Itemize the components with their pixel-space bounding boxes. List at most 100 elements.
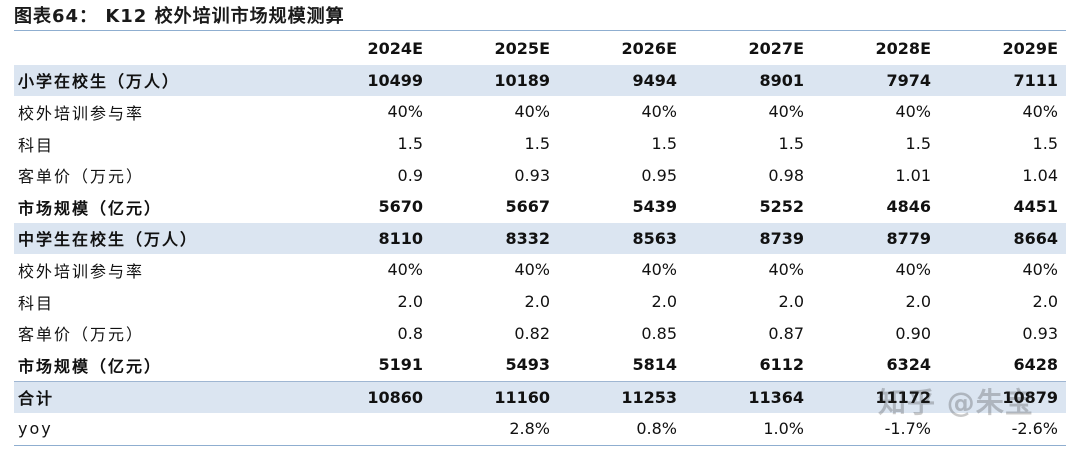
row-label: 科目 — [18, 135, 55, 155]
row-label: 科目 — [18, 293, 55, 313]
table-cell: 1.04 — [1022, 165, 1058, 185]
table-row: 市场规模（亿元） 5191 5493 5814 6112 6324 6428 — [14, 349, 1066, 381]
table-cell: 5191 — [378, 355, 423, 375]
table-cell: 0.93 — [514, 165, 550, 185]
table-cell: 1.5 — [1032, 134, 1058, 154]
table-cell: 2.0 — [778, 292, 804, 312]
table-cell: 10879 — [939, 380, 1066, 414]
table-cell: 40% — [768, 260, 804, 280]
table-cell: 6112 — [759, 355, 804, 375]
table-body: 小学在校生（万人） 10499 10189 9494 8901 7974 7111 校外培训参… — [14, 64, 1066, 446]
table-row: 科目 1.5 1.5 1.5 1.5 1.5 1.5 — [14, 128, 1066, 160]
table-cell: 5667 — [505, 197, 550, 217]
table-cell: 0.87 — [768, 323, 804, 343]
table-cell: 0.85 — [641, 323, 677, 343]
table-cell: 40% — [1022, 260, 1058, 280]
row-label: 合计 — [14, 380, 304, 414]
row-label: 市场规模（亿元） — [18, 356, 163, 376]
table-cell: 1.5 — [778, 134, 804, 154]
table-cell: 8739 — [685, 222, 812, 255]
table-row: 市场规模（亿元） 5670 5667 5439 5252 4846 4451 — [14, 191, 1066, 223]
table-cell: 2.8% — [431, 413, 558, 446]
table-cell: 1.5 — [524, 134, 550, 154]
header-cell: 2025E — [494, 39, 550, 59]
header-cell: 2029E — [1002, 39, 1058, 59]
table-cell: 40% — [641, 102, 677, 122]
table-cell: 2.0 — [905, 292, 931, 312]
table-cell: 10499 — [304, 64, 431, 97]
table-row: 科目 2.0 2.0 2.0 2.0 2.0 2.0 — [14, 286, 1066, 318]
table-cell: 1.5 — [905, 134, 931, 154]
table-cell: 8779 — [812, 222, 939, 255]
table-cell: 4451 — [1013, 197, 1058, 217]
table-cell: 1.5 — [397, 134, 423, 154]
header-row: 2024E 2025E 2026E 2027E 2028E 2029E — [14, 33, 1066, 65]
table-cell: 6428 — [1013, 355, 1058, 375]
table-cell: 1.01 — [895, 165, 931, 185]
table-cell: 5252 — [759, 197, 804, 217]
table-cell: 7974 — [812, 64, 939, 97]
table-row: 中学生在校生（万人） 8110 8332 8563 8739 8779 8664 — [14, 222, 1066, 255]
table-cell: 2.0 — [524, 292, 550, 312]
table-row: 小学在校生（万人） 10499 10189 9494 8901 7974 7111 — [14, 64, 1066, 97]
title-divider — [14, 30, 1066, 31]
table-cell: 11253 — [558, 380, 685, 414]
table-cell: 8901 — [685, 64, 812, 97]
header-cell — [14, 33, 304, 65]
header-cell: 2028E — [875, 39, 931, 59]
table-cell: 0.98 — [768, 165, 804, 185]
table-cell: 40% — [387, 260, 423, 280]
table-cell: 40% — [514, 102, 550, 122]
market-size-table: 2024E 2025E 2026E 2027E 2028E 2029E 小学在校… — [14, 33, 1066, 446]
table-cell: 8664 — [939, 222, 1066, 255]
header-cell: 2026E — [621, 39, 677, 59]
table-row: 校外培训参与率 40% 40% 40% 40% 40% 40% — [14, 96, 1066, 128]
table-row: 合计 10860 11160 11253 11364 11172 10879 — [14, 380, 1066, 414]
table-cell: 10189 — [431, 64, 558, 97]
table-cell: 0.95 — [641, 165, 677, 185]
table-cell: 8332 — [431, 222, 558, 255]
row-label: 中学生在校生（万人） — [14, 222, 304, 255]
table-cell: 7111 — [939, 64, 1066, 97]
table-cell: 2.0 — [1032, 292, 1058, 312]
table-cell: 1.0% — [685, 413, 812, 446]
table-cell: 6324 — [886, 355, 931, 375]
row-label: 客单价（万元） — [18, 325, 145, 345]
table-cell: 2.0 — [397, 292, 423, 312]
table-cell: 40% — [895, 260, 931, 280]
table-cell: 5814 — [632, 355, 677, 375]
table-row: yoy 2.8% 0.8% 1.0% -1.7% -2.6% — [14, 413, 1066, 446]
table-cell: 0.8 — [397, 323, 423, 343]
table-cell: 40% — [514, 260, 550, 280]
table-cell: 40% — [895, 102, 931, 122]
table-cell: 11364 — [685, 380, 812, 414]
table-cell: 4846 — [886, 197, 931, 217]
table-title: 图表64： K12 校外培训市场规模测算 — [14, 6, 345, 27]
table-cell: 40% — [768, 102, 804, 122]
row-label: 校外培训参与率 — [18, 103, 145, 123]
table-cell: 0.9 — [397, 165, 423, 185]
table-cell: 8110 — [304, 222, 431, 255]
table-row: 校外培训参与率 40% 40% 40% 40% 40% 40% — [14, 254, 1066, 286]
table-row: 客单价（万元） 0.8 0.82 0.85 0.87 0.90 0.93 — [14, 317, 1066, 349]
table-cell: 11172 — [812, 380, 939, 414]
table-cell: 0.8% — [558, 413, 685, 446]
row-label: 客单价（万元） — [18, 167, 145, 187]
row-label: 校外培训参与率 — [18, 261, 145, 281]
table-cell: 5670 — [378, 197, 423, 217]
table-cell: 5493 — [505, 355, 550, 375]
table-cell: 40% — [1022, 102, 1058, 122]
row-label: 小学在校生（万人） — [14, 64, 304, 97]
table-cell: 0.82 — [514, 323, 550, 343]
table-cell: 2.0 — [651, 292, 677, 312]
table-cell: 11160 — [431, 380, 558, 414]
header-cell: 2027E — [748, 39, 804, 59]
table-cell: 10860 — [304, 380, 431, 414]
table-cell — [304, 413, 431, 446]
table-row: 客单价（万元） 0.9 0.93 0.95 0.98 1.01 1.04 — [14, 159, 1066, 191]
table-cell: 0.90 — [895, 323, 931, 343]
table-cell: 40% — [641, 260, 677, 280]
table-cell: -2.6% — [939, 413, 1066, 446]
header-cell: 2024E — [367, 39, 423, 59]
table-cell: -1.7% — [812, 413, 939, 446]
